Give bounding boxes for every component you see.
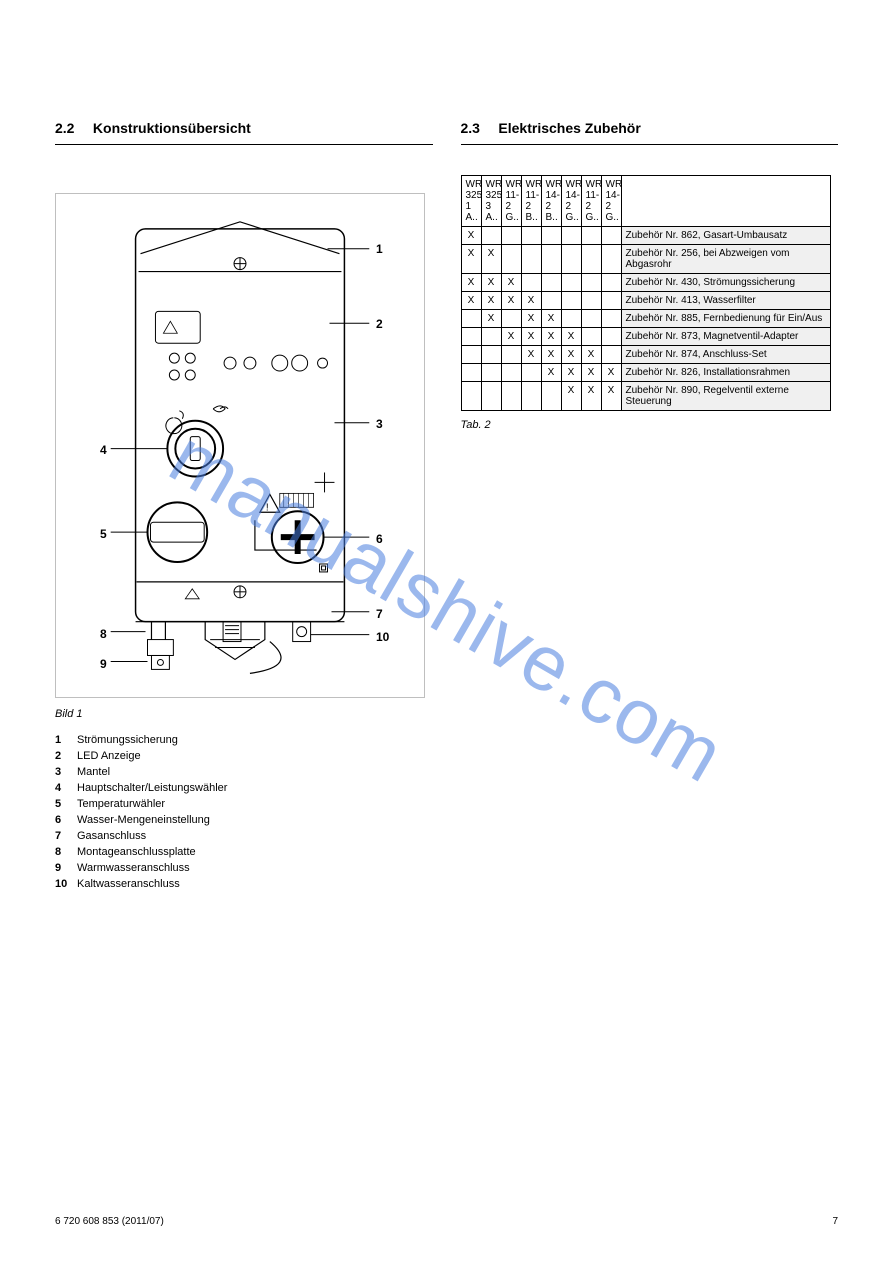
heading-left: 2.2 Konstruktionsübersicht [55, 120, 433, 145]
table-caption: Tab. 2 [461, 419, 831, 431]
heading-right-title: Elektrisches Zubehör [498, 120, 640, 136]
legend-n: 4 [55, 782, 77, 794]
callout-1: 1 [376, 242, 383, 256]
td-desc: Zubehör Nr. 873, Magnetventil-Adapter [621, 328, 830, 346]
legend-t: Gasanschluss [77, 830, 146, 842]
td-desc: Zubehör Nr. 885, Fernbedienung für Ein/A… [621, 310, 830, 328]
page: 2.2 Konstruktionsübersicht 2.3 Elektrisc… [0, 0, 893, 1263]
footer-right: 7 [832, 1216, 838, 1227]
section-headings: 2.2 Konstruktionsübersicht 2.3 Elektrisc… [55, 120, 838, 145]
th-model: WRD 14-2 G.. [561, 176, 581, 227]
legend-t: LED Anzeige [77, 750, 141, 762]
legend-n: 6 [55, 814, 77, 826]
td-desc: Zubehör Nr. 430, Strömungssicherung [621, 274, 830, 292]
th-model: WR 11-2 G.. [581, 176, 601, 227]
legend-row: 6Wasser-Mengeneinstellung [55, 814, 433, 826]
device-drawing: ! [56, 194, 424, 696]
callout-2: 2 [376, 317, 383, 331]
table-row: XXXXZubehör Nr. 874, Anschluss-Set [461, 346, 830, 364]
heading-left-title: Konstruktionsübersicht [93, 120, 251, 136]
table-row: XXXXZubehör Nr. 413, Wasserfilter [461, 292, 830, 310]
legend-n: 7 [55, 830, 77, 842]
legend-row: 4Hauptschalter/Leistungswähler [55, 782, 433, 794]
table-row: XZubehör Nr. 862, Gasart-Umbausatz [461, 227, 830, 245]
footer-center [164, 1216, 833, 1227]
td-desc: Zubehör Nr. 413, Wasserfilter [621, 292, 830, 310]
callout-4: 4 [100, 443, 107, 457]
accessory-table-wrap: WR 325-1 A.. WR 325-3 A.. WRD 11-2 G.. W… [461, 175, 831, 431]
table-row: XXXXZubehör Nr. 826, Installationsrahmen [461, 364, 830, 382]
left-column: ! [55, 175, 433, 894]
heading-right-num: 2.3 [461, 120, 480, 136]
td-desc: Zubehör Nr. 862, Gasart-Umbausatz [621, 227, 830, 245]
th-model: WR 11-2 B.. [521, 176, 541, 227]
th-desc [621, 176, 830, 227]
legend-row: 7Gasanschluss [55, 830, 433, 842]
content-row: ! [55, 175, 838, 894]
callout-5: 5 [100, 527, 107, 541]
callout-9: 9 [100, 657, 107, 671]
accessory-table: WR 325-1 A.. WR 325-3 A.. WRD 11-2 G.. W… [461, 175, 831, 411]
legend-t: Wasser-Mengeneinstellung [77, 814, 210, 826]
legend-n: 5 [55, 798, 77, 810]
th-model: WR 325-3 A.. [481, 176, 501, 227]
table-row: XXXZubehör Nr. 430, Strömungssicherung [461, 274, 830, 292]
legend-n: 1 [55, 734, 77, 746]
legend-n: 3 [55, 766, 77, 778]
table-row: XXZubehör Nr. 256, bei Abzweigen vom Abg… [461, 245, 830, 274]
legend-row: 5Temperaturwähler [55, 798, 433, 810]
heading-right: 2.3 Elektrisches Zubehör [461, 120, 839, 145]
legend-row: 8Montageanschlussplatte [55, 846, 433, 858]
table-row: XXXXZubehör Nr. 873, Magnetventil-Adapte… [461, 328, 830, 346]
legend-row: 10Kaltwasseranschluss [55, 878, 433, 890]
page-footer: 6 720 608 853 (2011/07) 7 [55, 1216, 838, 1227]
legend-n: 9 [55, 862, 77, 874]
callout-8: 8 [100, 627, 107, 641]
td-desc: Zubehör Nr. 256, bei Abzweigen vom Abgas… [621, 245, 830, 274]
table-row: XXXZubehör Nr. 885, Fernbedienung für Ei… [461, 310, 830, 328]
legend-t: Warmwasseranschluss [77, 862, 190, 874]
td-desc: Zubehör Nr. 874, Anschluss-Set [621, 346, 830, 364]
callout-3: 3 [376, 417, 383, 431]
td-desc: Zubehör Nr. 890, Regelventil externe Ste… [621, 382, 830, 411]
legend-t: Strömungssicherung [77, 734, 178, 746]
th-model: WRD 11-2 G.. [501, 176, 521, 227]
legend-row: 2LED Anzeige [55, 750, 433, 762]
right-column: WR 325-1 A.. WR 325-3 A.. WRD 11-2 G.. W… [461, 175, 839, 894]
legend-row: 3Mantel [55, 766, 433, 778]
legend-row: 1Strömungssicherung [55, 734, 433, 746]
callout-7: 7 [376, 607, 383, 621]
th-model: WR 14-2 G.. [601, 176, 621, 227]
legend-n: 8 [55, 846, 77, 858]
figure-box: ! [55, 193, 425, 698]
legend-t: Montageanschlussplatte [77, 846, 196, 858]
footer-left: 6 720 608 853 (2011/07) [55, 1216, 164, 1227]
callout-6: 6 [376, 532, 383, 546]
table-header-row: WR 325-1 A.. WR 325-3 A.. WRD 11-2 G.. W… [461, 176, 830, 227]
legend-t: Hauptschalter/Leistungswähler [77, 782, 227, 794]
th-model: WR 325-1 A.. [461, 176, 481, 227]
legend-n: 2 [55, 750, 77, 762]
legend-t: Mantel [77, 766, 110, 778]
svg-text:!: ! [266, 502, 269, 513]
th-model: WR 14-2 B.. [541, 176, 561, 227]
figure-caption: Bild 1 [55, 708, 433, 720]
table-row: XXXZubehör Nr. 890, Regelventil externe … [461, 382, 830, 411]
figure-legend: 1Strömungssicherung 2LED Anzeige 3Mantel… [55, 734, 433, 890]
legend-t: Kaltwasseranschluss [77, 878, 180, 890]
callout-10: 10 [376, 630, 389, 644]
td-desc: Zubehör Nr. 826, Installationsrahmen [621, 364, 830, 382]
legend-row: 9Warmwasseranschluss [55, 862, 433, 874]
legend-n: 10 [55, 878, 77, 890]
heading-left-num: 2.2 [55, 120, 74, 136]
legend-t: Temperaturwähler [77, 798, 165, 810]
table-body: XZubehör Nr. 862, Gasart-Umbausatz XXZub… [461, 227, 830, 411]
